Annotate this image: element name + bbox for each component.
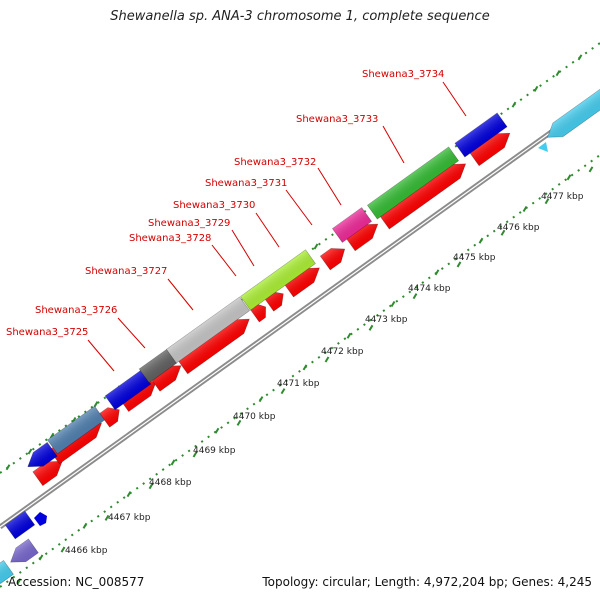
track-gene-9[interactable] xyxy=(454,112,508,158)
kbp-label-4470: 4470 kbp xyxy=(233,412,276,422)
kbp-label-4472: 4472 kbp xyxy=(321,347,364,357)
kbp-label-4474: 4474 kbp xyxy=(408,284,451,294)
forward-gene-10[interactable] xyxy=(319,242,349,271)
gene-label-3725[interactable]: Shewana3_3725 xyxy=(6,327,88,338)
track-gene-6[interactable] xyxy=(240,249,316,311)
kbp-label-4466: 4466 kbp xyxy=(65,546,108,556)
accession-text: Accession: NC_008577 xyxy=(8,575,145,589)
track-gene-11[interactable] xyxy=(4,510,36,540)
forward-gene-3[interactable] xyxy=(99,403,125,428)
map-title: Shewanella sp. ANA-3 chromosome 1, compl… xyxy=(110,9,490,24)
leader-line-1 xyxy=(87,339,115,372)
gene-label-3728[interactable]: Shewana3_3728 xyxy=(129,233,211,244)
kbp-label-4475: 4475 kbp xyxy=(453,253,496,263)
track-gene-4[interactable] xyxy=(138,348,178,384)
track-gene-13[interactable] xyxy=(0,560,14,584)
label-leaders xyxy=(87,81,467,372)
kbp-label-4468: 4468 kbp xyxy=(149,478,192,488)
leader-line-6 xyxy=(255,212,280,248)
kbp-label-4473: 4473 kbp xyxy=(365,315,408,325)
track-gene-1[interactable] xyxy=(23,441,58,473)
leader-line-2 xyxy=(117,317,146,349)
track-gene-3[interactable] xyxy=(104,369,152,411)
track-gene-10[interactable] xyxy=(543,83,600,144)
leader-line-10 xyxy=(442,81,467,117)
track-gene-8[interactable] xyxy=(366,146,460,220)
backbone xyxy=(0,94,600,530)
forward-gene-1[interactable] xyxy=(32,454,67,487)
leader-line-7 xyxy=(285,189,313,226)
track-gene-2[interactable] xyxy=(47,405,105,455)
gene-label-3732[interactable]: Shewana3_3732 xyxy=(234,157,316,168)
forward-strand-genes xyxy=(32,132,511,487)
kbp-label-4469: 4469 kbp xyxy=(193,446,236,456)
gene-label-3727[interactable]: Shewana3_3727 xyxy=(85,266,167,277)
leader-line-5 xyxy=(231,229,255,267)
topology-info: Topology: circular; Length: 4,972,204 bp… xyxy=(262,575,592,589)
gene-labels: Shewana3_3725 Shewana3_3726 Shewana3_372… xyxy=(6,69,444,338)
gene-label-3733[interactable]: Shewana3_3733 xyxy=(296,114,378,125)
forward-gene-7[interactable] xyxy=(248,300,270,323)
gene-label-3726[interactable]: Shewana3_3726 xyxy=(35,305,117,316)
track-gene-12[interactable] xyxy=(6,538,39,569)
kbp-label-4471: 4471 kbp xyxy=(277,379,320,389)
leader-line-3 xyxy=(167,278,194,311)
gene-label-3734[interactable]: Shewana3_3734 xyxy=(362,69,444,80)
kbp-label-4476: 4476 kbp xyxy=(497,223,540,233)
track-gene-5[interactable] xyxy=(166,296,250,364)
track-gene-7[interactable] xyxy=(331,207,373,243)
kbp-label-4477: 4477 kbp xyxy=(541,192,584,202)
tick-track-inner xyxy=(0,154,600,588)
leader-line-4 xyxy=(211,244,237,277)
leader-line-9 xyxy=(382,125,405,164)
gene-label-3730[interactable]: Shewana3_3730 xyxy=(173,200,255,211)
gene-label-3729[interactable]: Shewana3_3729 xyxy=(148,218,230,229)
small-gene-marker[interactable] xyxy=(34,512,47,526)
kbp-label-4467: 4467 kbp xyxy=(108,513,151,523)
backbone-inner xyxy=(0,96,600,528)
small-cyan-marker[interactable] xyxy=(538,142,548,152)
kbp-labels: 4466 kbp 4467 kbp 4468 kbp 4469 kbp 4470… xyxy=(65,192,584,556)
gene-label-3731[interactable]: Shewana3_3731 xyxy=(205,178,287,189)
leader-line-8 xyxy=(317,167,342,206)
